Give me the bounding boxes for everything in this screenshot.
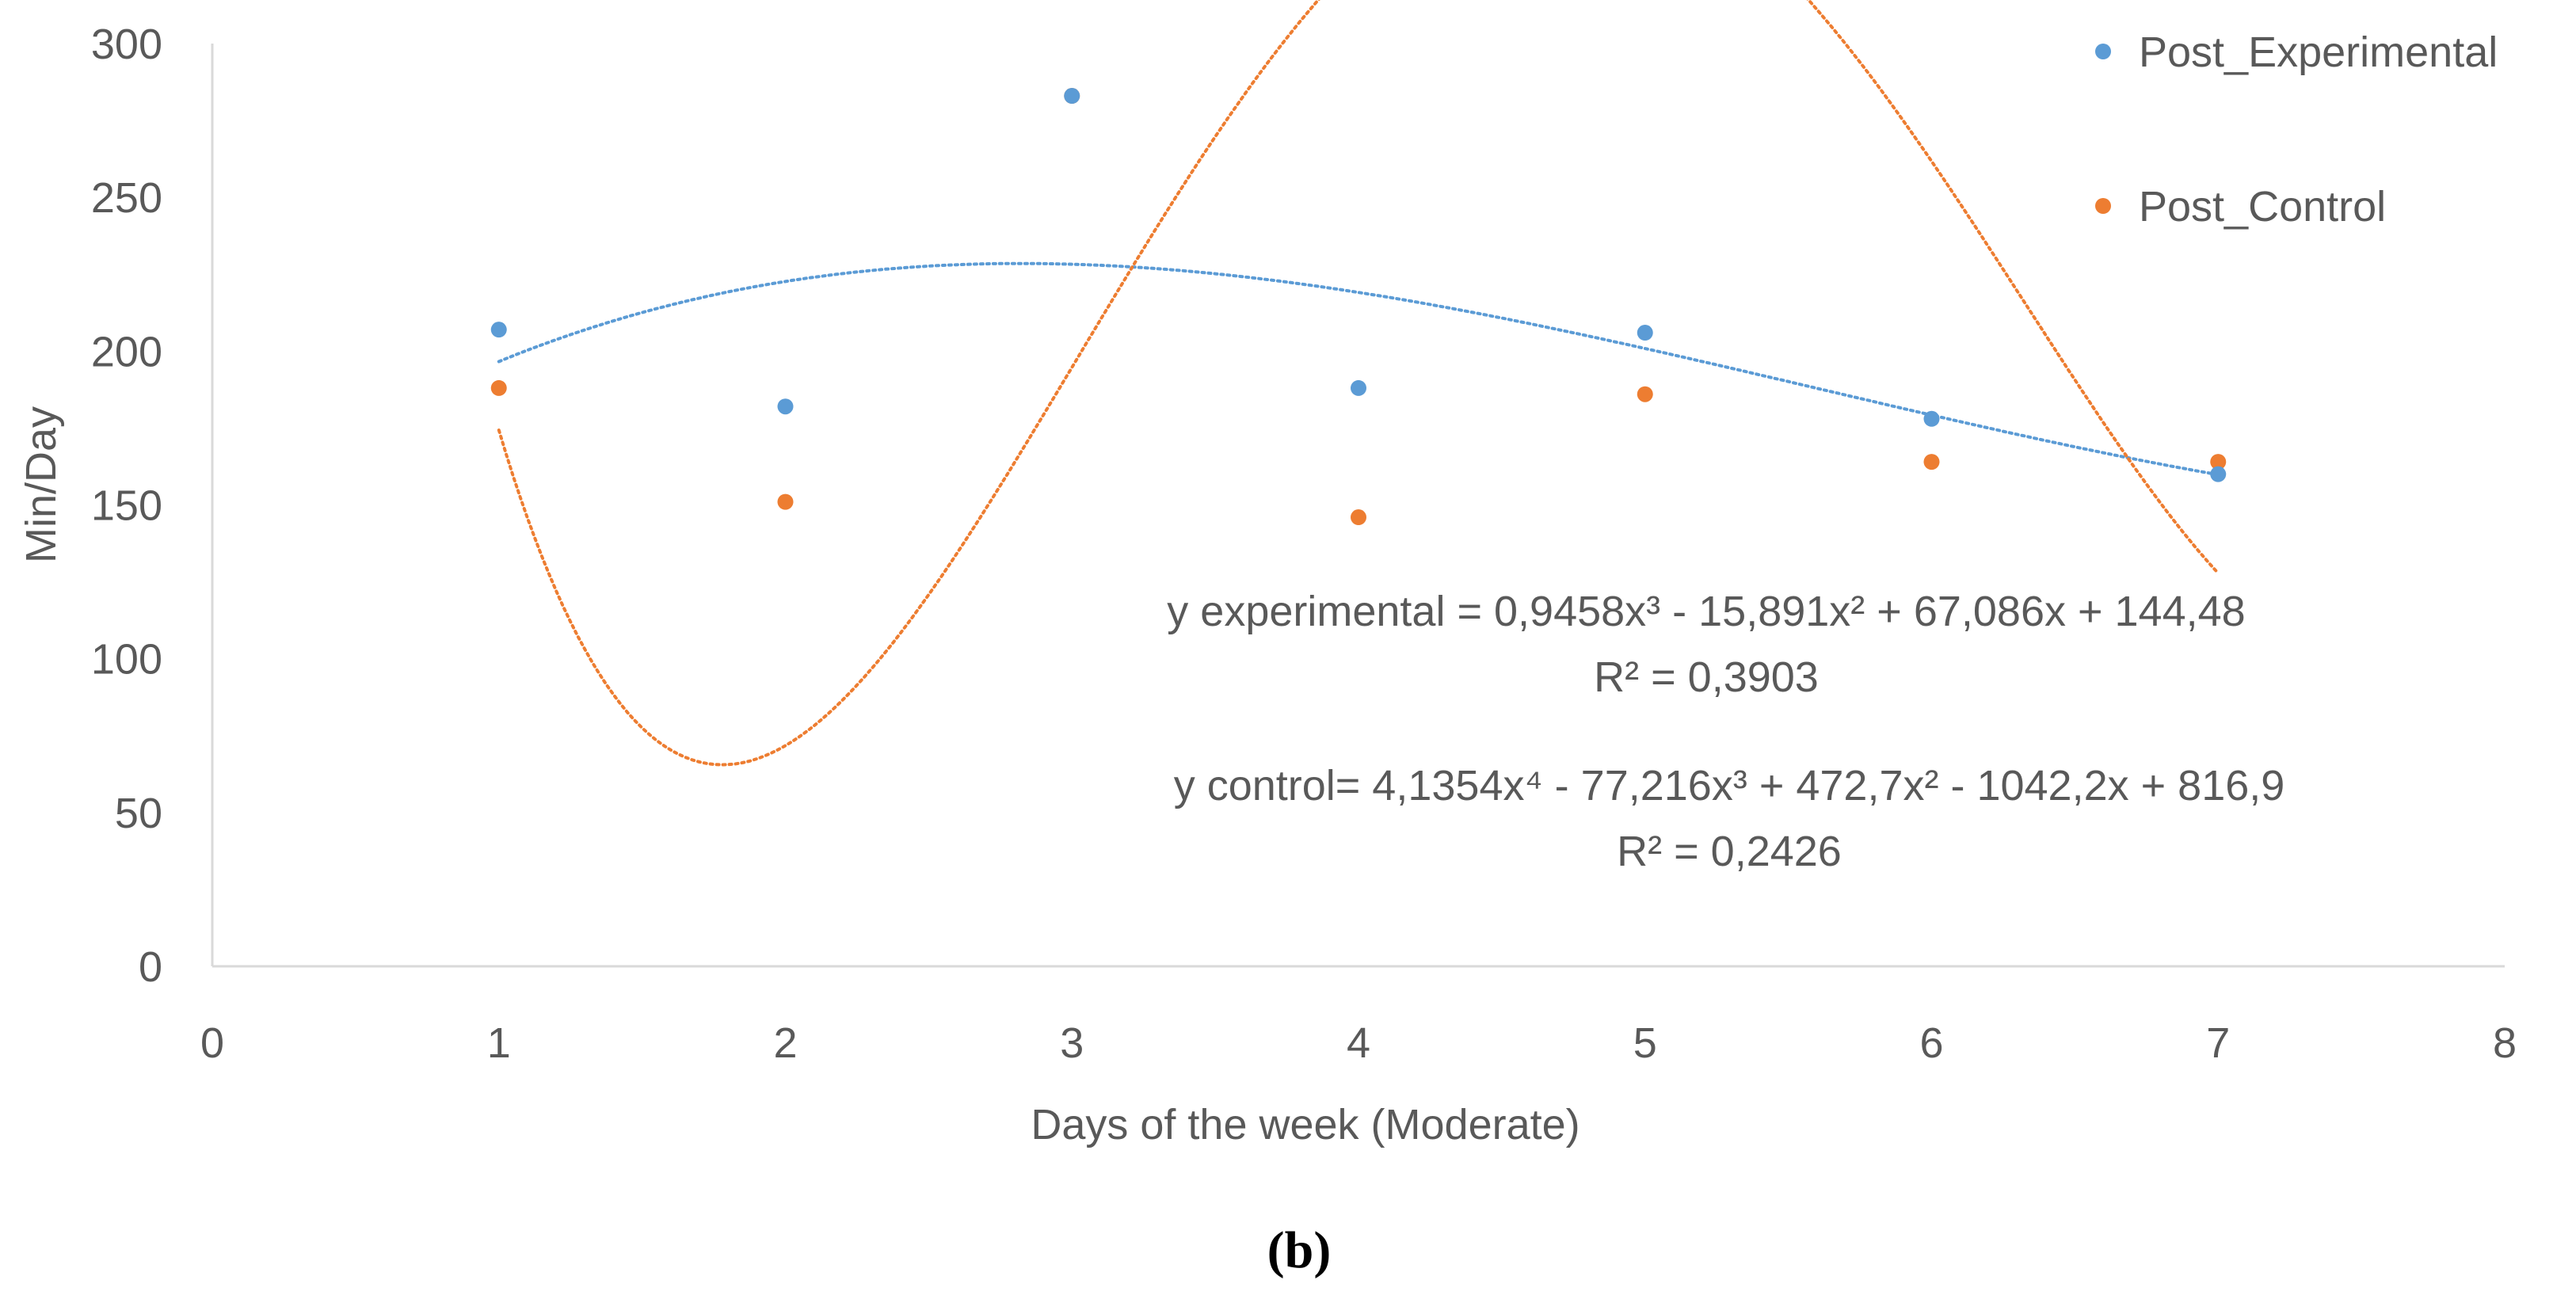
trendline-post-control bbox=[497, 0, 2220, 767]
x-tick-label: 2 bbox=[773, 1019, 797, 1067]
x-tick-label: 7 bbox=[2206, 1019, 2230, 1067]
legend-label-post-experimental: Post_Experimental bbox=[2139, 29, 2498, 76]
x-tick-label: 6 bbox=[1919, 1019, 1943, 1067]
x-tick-label: 5 bbox=[1633, 1019, 1657, 1067]
data-point-post-experimental bbox=[1351, 379, 1366, 396]
x-tick-labels: 0 1 2 3 4 5 6 7 8 bbox=[200, 1019, 2517, 1067]
trendline-post-experimental bbox=[497, 261, 2220, 477]
data-point-post-experimental bbox=[777, 398, 794, 415]
data-point-post-control bbox=[1351, 509, 1366, 526]
x-tick-label: 8 bbox=[2493, 1019, 2517, 1067]
axes bbox=[211, 44, 2505, 968]
data-point-post-control bbox=[1923, 454, 1940, 470]
data-point-post-experimental bbox=[1923, 410, 1940, 427]
trendline-equations: y experimental = 0,9458x³ - 15,891x² + 6… bbox=[1167, 588, 2284, 875]
y-tick-label: 200 bbox=[91, 328, 162, 375]
legend-marker-post-experimental bbox=[2095, 44, 2111, 59]
y-tick-label: 150 bbox=[91, 482, 162, 530]
x-tick-label: 3 bbox=[1060, 1019, 1084, 1067]
equation-experimental: y experimental = 0,9458x³ - 15,891x² + 6… bbox=[1167, 588, 2245, 635]
y-tick-labels: 0 50 100 150 200 250 300 bbox=[91, 21, 162, 991]
y-tick-label: 300 bbox=[91, 21, 162, 68]
data-point-post-control bbox=[777, 493, 794, 510]
y-tick-label: 100 bbox=[91, 636, 162, 684]
data-point-post-experimental bbox=[2210, 466, 2227, 482]
data-point-post-control bbox=[2210, 454, 2227, 470]
x-tick-label: 0 bbox=[200, 1019, 224, 1067]
x-tick-label: 4 bbox=[1347, 1019, 1370, 1067]
panel-caption: (b) bbox=[1267, 1221, 1332, 1279]
y-tick-label: 250 bbox=[91, 174, 162, 222]
r-squared-experimental: R² = 0,3903 bbox=[1594, 653, 1819, 701]
legend-marker-post-control bbox=[2095, 198, 2111, 214]
y-tick-label: 0 bbox=[139, 943, 162, 991]
y-tick-label: 50 bbox=[115, 790, 162, 837]
data-point-post-control bbox=[1637, 386, 1653, 402]
equation-control: y control= 4,1354x⁴ - 77,216x³ + 472,7x²… bbox=[1174, 762, 2285, 809]
x-axis-title: Days of the week (Moderate) bbox=[1031, 1101, 1580, 1148]
data-point-post-experimental bbox=[490, 322, 507, 338]
data-point-post-experimental bbox=[1064, 88, 1080, 105]
legend-label-post-control: Post_Control bbox=[2139, 183, 2386, 230]
data-point-post-control bbox=[490, 379, 507, 396]
legend: Post_Experimental Post_Control bbox=[2095, 29, 2498, 230]
y-axis-title: Min/Day bbox=[17, 406, 65, 563]
data-point-post-experimental bbox=[1637, 325, 1653, 341]
data-points bbox=[490, 88, 2227, 526]
r-squared-control: R² = 0,2426 bbox=[1617, 828, 1842, 875]
x-tick-label: 1 bbox=[487, 1019, 511, 1067]
